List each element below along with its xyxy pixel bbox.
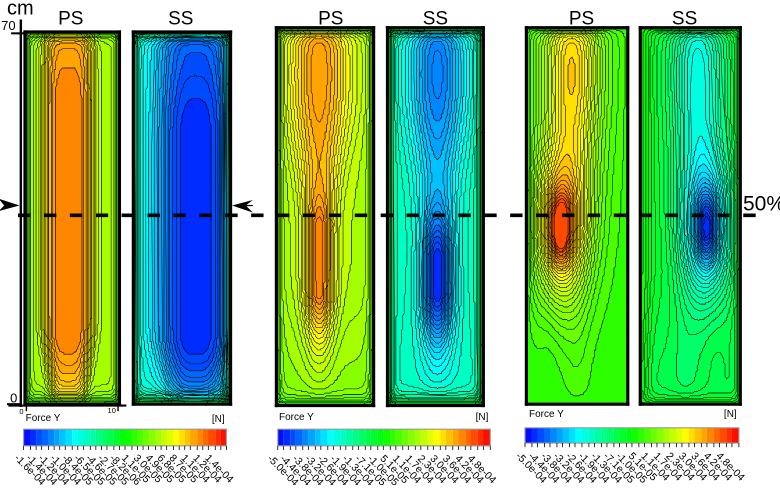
svg-text:[N]: [N] [476, 412, 489, 423]
svg-text:SS: SS [168, 9, 193, 30]
svg-text:Force Y: Force Y [529, 409, 564, 420]
svg-text:[N]: [N] [724, 409, 737, 420]
svg-text:PS: PS [318, 9, 343, 30]
svg-text:0: 0 [10, 390, 17, 405]
svg-text:Force Y: Force Y [279, 412, 314, 423]
svg-text:PS: PS [58, 9, 83, 30]
svg-text:70: 70 [1, 18, 15, 33]
svg-text:10: 10 [108, 406, 116, 415]
svg-text:Force Y: Force Y [26, 413, 61, 424]
svg-text:[N]: [N] [212, 414, 225, 425]
svg-text:50%: 50% [743, 192, 780, 215]
svg-text:0: 0 [19, 407, 23, 416]
svg-text:SS: SS [423, 9, 448, 30]
svg-text:SS: SS [672, 9, 697, 30]
svg-text:PS: PS [569, 9, 594, 30]
svg-text:cm: cm [7, 0, 34, 20]
